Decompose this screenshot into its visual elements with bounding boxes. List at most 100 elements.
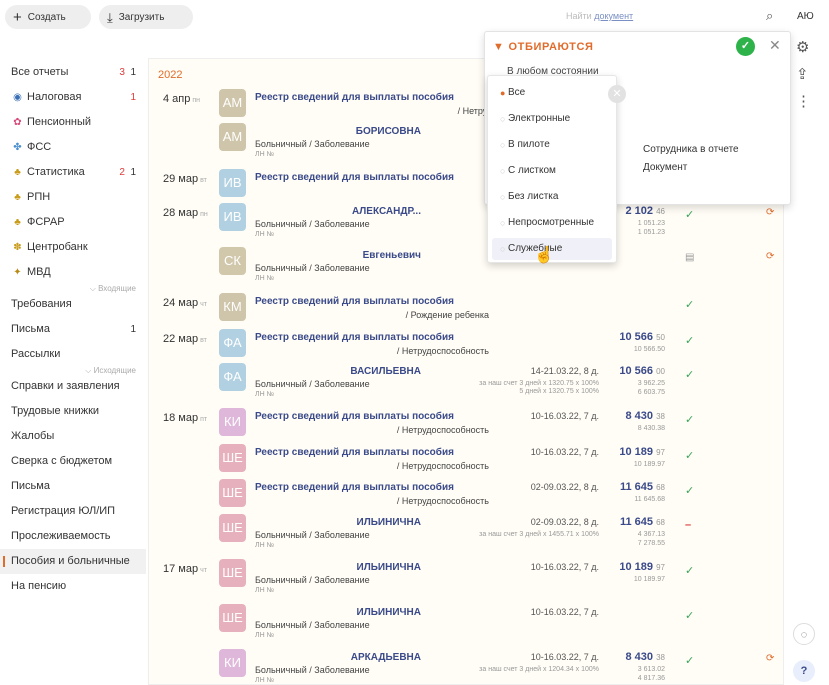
- user-avatar[interactable]: АЮ: [797, 11, 814, 22]
- gear-icon[interactable]: ⚙: [796, 39, 810, 56]
- help-icon[interactable]: ?: [793, 660, 815, 682]
- table-row[interactable]: 18 мар пт КИ Реестр сведений для выплаты по…: [149, 408, 783, 442]
- sidebar-item[interactable]: ✿ Пенсионный: [0, 110, 146, 135]
- document-filter[interactable]: Документ: [643, 162, 688, 173]
- employee-name[interactable]: ИЛЬИНИЧНА: [356, 562, 421, 573]
- filter-option[interactable]: ○ С листком: [492, 160, 612, 182]
- table-row[interactable]: 24 мар чт КМ Реестр сведений для выплаты по…: [149, 293, 783, 327]
- close-icon[interactable]: ✕: [769, 37, 781, 53]
- sidebar-item[interactable]: Рассылки: [0, 342, 146, 367]
- report-title[interactable]: Реестр сведений для выплаты пособия: [255, 332, 454, 343]
- row-weekday: чт: [200, 301, 207, 308]
- sidebar-item[interactable]: Сверка с бюджетом: [0, 449, 146, 474]
- employee-name[interactable]: АЛЕКСАНДР...: [351, 206, 421, 217]
- sidebar-item[interactable]: ◉ Налоговая 1: [0, 85, 146, 110]
- sidebar-item[interactable]: Письма: [0, 474, 146, 499]
- upload-button[interactable]: ⤓ Загрузить: [99, 5, 193, 29]
- create-button[interactable]: + Создать: [5, 5, 91, 29]
- table-row[interactable]: ШЕ ИЛЬИНИЧНА Больничный / Заболевание ЛН № 0…: [149, 514, 783, 549]
- sidebar-item[interactable]: Регистрация ЮЛ/ИП: [0, 499, 146, 524]
- table-row[interactable]: КИ АРКАДЬЕВНА Больничный / Заболевание ЛН №…: [149, 649, 783, 684]
- unread-count: 2: [119, 167, 125, 178]
- sidebar-item[interactable]: Требования: [0, 292, 146, 317]
- avatar: ШЕ: [219, 444, 246, 472]
- employee-name[interactable]: ИЛЬИНИЧНА: [356, 607, 421, 618]
- apply-filter-button[interactable]: ✓: [736, 37, 755, 56]
- sidebar-item[interactable]: ✤ ФСС: [0, 135, 146, 160]
- sidebar-item[interactable]: Все отчеты 3 1: [0, 60, 146, 85]
- clear-icon[interactable]: ✕: [608, 85, 626, 103]
- document-icon[interactable]: ▤: [685, 252, 695, 263]
- amount-rubles: 11 645: [619, 481, 654, 493]
- type-dropdown: ✕ ● Все ○ Электронные ○ В пилоте ○ С листком ○ Бе…: [487, 75, 626, 263]
- report-title[interactable]: Реестр сведений для выплаты пособия: [255, 482, 454, 493]
- filter-option[interactable]: ○ Электронные: [492, 108, 612, 130]
- employee-filter[interactable]: Сотрудника в отчете: [643, 144, 739, 155]
- avatar: КИ: [219, 649, 246, 677]
- employee-name[interactable]: ВАСИЛЬЕВНА: [350, 366, 421, 377]
- row-date-day: 17 мар: [163, 563, 199, 575]
- leave-period: 10-16.03.22, 7 д.: [530, 652, 599, 662]
- sidebar-item[interactable]: Жалобы: [0, 424, 146, 449]
- table-row[interactable]: 28 мар пн ИВ АЛЕКСАНДР... Больничный / Забол…: [149, 203, 783, 238]
- amount-rubles: 8 430: [625, 651, 654, 663]
- amount: 10 566 00: [585, 365, 665, 377]
- sick-leave-number: ЛН №: [255, 231, 275, 238]
- check-icon: ✓: [685, 485, 695, 497]
- export-icon[interactable]: ⇪: [796, 66, 809, 83]
- employee-name[interactable]: БОРИСОВНА: [355, 126, 421, 137]
- check-icon: ✓: [685, 565, 695, 577]
- amount-kopecks: 68: [656, 518, 665, 527]
- employee-name[interactable]: ИЛЬИНИЧНА: [356, 517, 421, 528]
- filter-option[interactable]: ○ Без листка: [492, 186, 612, 208]
- table-row[interactable]: ШЕ Реестр сведений для выплаты пособия / Н…: [149, 444, 783, 478]
- sidebar-item[interactable]: Пособия и больничные: [0, 549, 146, 574]
- row-weekday: пт: [200, 416, 208, 423]
- sidebar-item[interactable]: Справки и заявления: [0, 374, 146, 399]
- employee-name[interactable]: Евгеньевич: [362, 250, 421, 261]
- sidebar-item[interactable]: ♣ Статистика 2 1: [0, 160, 146, 185]
- sidebar-item[interactable]: Письма 1: [0, 317, 146, 342]
- filter-option[interactable]: ● Все: [492, 82, 612, 104]
- table-row[interactable]: 22 мар вт ФА Реестр сведений для выплаты по…: [149, 329, 783, 363]
- filter-option[interactable]: ○ В пилоте: [492, 134, 612, 156]
- report-title[interactable]: Реестр сведений для выплаты пособия: [255, 411, 454, 422]
- sidebar-item[interactable]: Трудовые книжки: [0, 399, 146, 424]
- table-row[interactable]: ФА ВАСИЛЬЕВНА Больничный / Заболевание ЛН №…: [149, 363, 783, 398]
- sidebar-item[interactable]: ✽ Центробанк: [0, 235, 146, 260]
- report-title[interactable]: Реестр сведений для выплаты пособия: [255, 447, 454, 458]
- search-input[interactable]: Найти документ: [566, 11, 633, 21]
- sidebar-item[interactable]: ♣ ФСРАР: [0, 210, 146, 235]
- table-row[interactable]: ШЕ Реестр сведений для выплаты пособия / Н…: [149, 479, 783, 513]
- search-icon[interactable]: ⌕: [766, 8, 774, 23]
- link-icon[interactable]: ⟳: [766, 251, 775, 262]
- sidebar-item[interactable]: На пенсию: [0, 574, 146, 599]
- link-icon[interactable]: ⟳: [766, 207, 775, 218]
- filter-option-label: С листком: [508, 165, 556, 176]
- sidebar-item-label: РПН: [27, 191, 51, 203]
- employee-name[interactable]: АРКАДЬЕВНА: [350, 652, 421, 663]
- sidebar-item[interactable]: Прослеживаемость: [0, 524, 146, 549]
- amount-part: 1 051.23: [637, 229, 665, 236]
- table-row[interactable]: СК Евгеньевич Больничный / Заболевание ЛН №…: [149, 247, 783, 282]
- amount: 8 430 38: [585, 410, 666, 422]
- filter-option[interactable]: ○ Непросмотренные: [492, 212, 612, 234]
- unread-count: 1: [130, 92, 136, 103]
- state-select[interactable]: В любом состоянии: [507, 66, 599, 77]
- sidebar-item[interactable]: ♣ РПН: [0, 185, 146, 210]
- report-title[interactable]: Реестр сведений для выплаты пособия: [255, 172, 454, 183]
- funnel-icon: ▼: [493, 41, 505, 53]
- report-title[interactable]: Реестр сведений для выплаты пособия: [255, 92, 454, 103]
- filter-option[interactable]: ○ Служебные: [492, 238, 612, 260]
- table-row[interactable]: 17 мар чт ШЕ ИЛЬИНИЧНА Больничный / Заболева…: [149, 559, 783, 594]
- search-link[interactable]: документ: [594, 11, 634, 21]
- report-title[interactable]: Реестр сведений для выплаты пособия: [255, 296, 454, 307]
- link-icon[interactable]: ⟳: [766, 653, 775, 664]
- year-heading: 2022: [158, 69, 183, 81]
- more-icon[interactable]: ⋮: [796, 93, 811, 110]
- chat-icon[interactable]: ◌: [793, 623, 815, 645]
- sidebar-item[interactable]: ✦ МВД: [0, 260, 146, 285]
- leave-type: Больничный / Заболевание: [255, 379, 370, 389]
- table-row[interactable]: ШЕ ИЛЬИНИЧНА Больничный / Заболевание ЛН № 1…: [149, 604, 783, 639]
- leave-type: Больничный / Заболевание: [255, 139, 370, 149]
